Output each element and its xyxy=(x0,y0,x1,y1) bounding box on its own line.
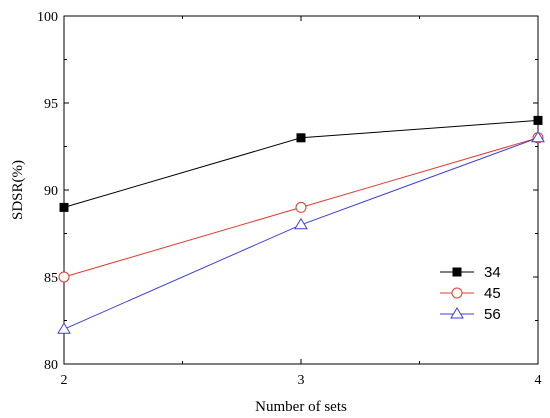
legend-label-34: 34 xyxy=(484,264,501,281)
data-point-34 xyxy=(296,133,306,143)
y-axis-label: SDSR(%) xyxy=(10,160,26,220)
y-tick-label: 95 xyxy=(44,97,58,112)
y-tick-label: 100 xyxy=(37,10,58,25)
x-tick-label: 2 xyxy=(61,373,68,388)
legend-marker-56 xyxy=(450,307,464,319)
plot-frame xyxy=(63,15,539,365)
x-tick-label: 3 xyxy=(298,373,305,388)
x-axis-label: Number of sets xyxy=(255,399,347,415)
data-point-56 xyxy=(57,322,71,334)
y-tick-label: 90 xyxy=(44,184,58,199)
legend-marker-45 xyxy=(451,287,463,299)
data-point-34 xyxy=(533,115,543,125)
data-point-45 xyxy=(58,271,70,283)
x-tick-label: 4 xyxy=(535,373,542,388)
legend: 34 45 56 xyxy=(440,264,501,323)
data-point-56 xyxy=(531,130,545,143)
data-point-56 xyxy=(294,217,308,230)
y-tick-label: 85 xyxy=(44,271,58,286)
series-line-56 xyxy=(63,137,539,330)
legend-label-45: 45 xyxy=(484,285,501,302)
legend-marker-34 xyxy=(452,267,462,277)
y-tick-label: 80 xyxy=(44,358,58,373)
data-point-34 xyxy=(59,202,69,212)
legend-label-56: 56 xyxy=(484,306,501,323)
data-point-45 xyxy=(295,201,307,213)
